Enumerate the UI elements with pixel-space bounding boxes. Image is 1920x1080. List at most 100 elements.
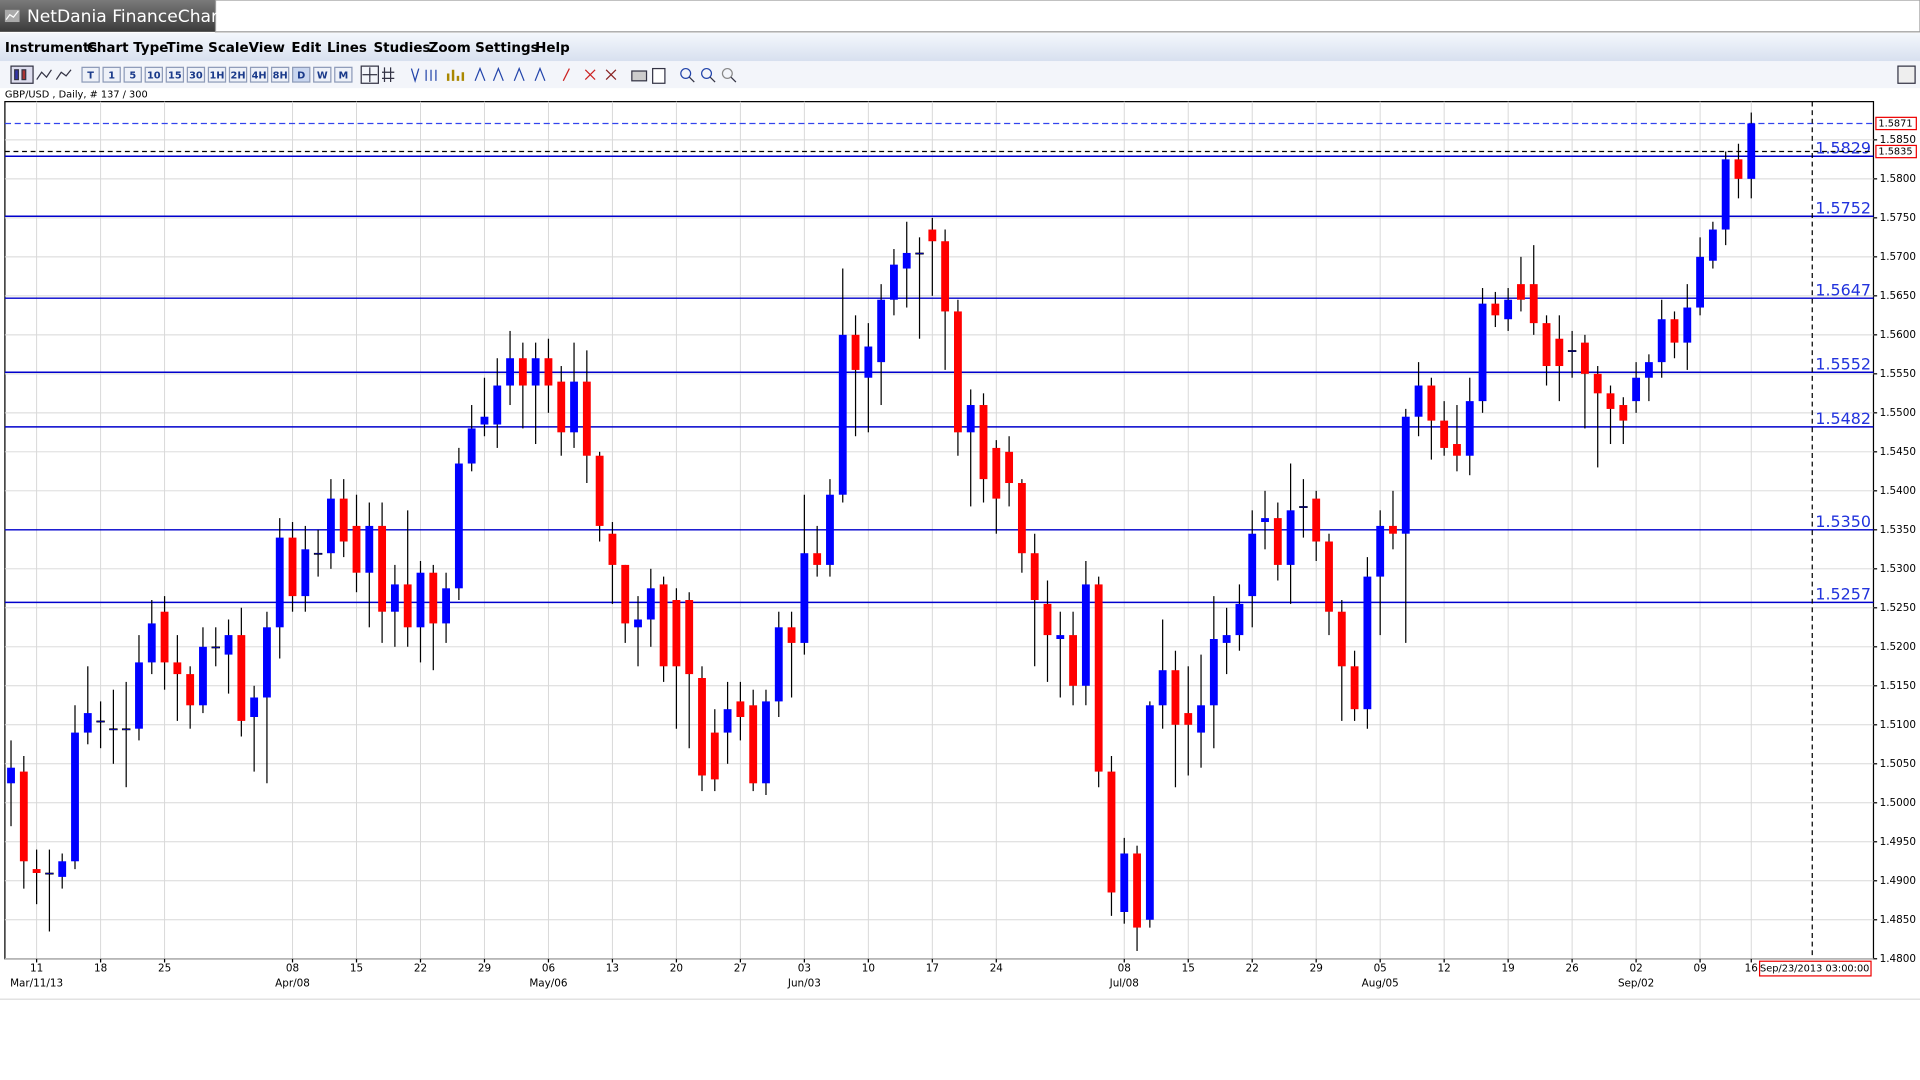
- candle-body: [1069, 635, 1077, 686]
- level-label: 1.5482: [1815, 409, 1871, 428]
- timeframe-label[interactable]: 10: [147, 70, 161, 81]
- candle-body: [1094, 584, 1103, 772]
- candle-body: [1209, 639, 1218, 706]
- timeframe-label[interactable]: T: [87, 70, 94, 81]
- candle-body: [275, 537, 284, 628]
- candle-body: [96, 720, 105, 723]
- candle-body: [1184, 713, 1193, 725]
- x-tick-sublabel: Jul/08: [1109, 977, 1139, 989]
- candle-body: [1657, 319, 1666, 363]
- timeframe-button[interactable]: [334, 66, 353, 83]
- candle-body: [1696, 256, 1704, 308]
- menu-item[interactable]: Lines: [327, 41, 367, 56]
- timeframe-label[interactable]: D: [297, 70, 305, 81]
- x-tick-label: 22: [1246, 963, 1259, 975]
- y-tick-label: 1.5800: [1880, 173, 1916, 185]
- timeframe-label[interactable]: 1: [108, 70, 115, 81]
- candle-body: [1606, 393, 1615, 409]
- candle-body: [749, 705, 758, 784]
- menu-item[interactable]: Studies: [373, 41, 430, 56]
- level-label: 1.5257: [1815, 585, 1871, 604]
- x-tick-label: 02: [1629, 963, 1642, 975]
- candle-body: [1542, 323, 1551, 367]
- x-tick-label: 17: [926, 963, 939, 975]
- candle-body: [378, 525, 387, 612]
- menu-item[interactable]: Chart Type: [87, 41, 168, 56]
- menu-item[interactable]: Zoom: [429, 41, 471, 56]
- timeframe-button[interactable]: [165, 66, 185, 83]
- levels: 1.5829 1.5752 1.5647 1.5552 1.5482 1.5350 1.52…: [4, 122, 1874, 604]
- menu-item[interactable]: Time Scale: [167, 41, 249, 56]
- candle-body: [1299, 506, 1308, 508]
- candle-body: [211, 646, 220, 649]
- timeframe-button[interactable]: [292, 66, 311, 83]
- y-tick-label: 1.5300: [1880, 563, 1916, 575]
- candle-body: [608, 533, 617, 565]
- x-tick-label: 11: [30, 963, 43, 975]
- candle-body: [1325, 541, 1333, 612]
- candle-body: [800, 553, 809, 643]
- timeframe-button[interactable]: [186, 66, 206, 83]
- menu-item[interactable]: Settings: [475, 41, 539, 56]
- x-tick-sublabel: Sep/02: [1618, 977, 1654, 989]
- y-tick-label: 1.5550: [1880, 368, 1916, 380]
- menu-item[interactable]: Instruments: [5, 41, 97, 56]
- candle-body: [493, 385, 502, 425]
- x-tick-label: 10: [862, 963, 875, 975]
- timeframe-button[interactable]: [123, 66, 142, 83]
- candle-body: [621, 564, 630, 624]
- timeframe-button[interactable]: [228, 66, 248, 83]
- candle-body: [1043, 603, 1052, 636]
- cursor-time-label: Sep/23/2013 03:00:00: [1760, 964, 1869, 975]
- timeframe-label[interactable]: 15: [168, 70, 182, 81]
- timeframe-label[interactable]: W: [317, 70, 328, 81]
- timeframe-button[interactable]: [207, 66, 227, 83]
- cursor-price-tag: [1875, 144, 1917, 159]
- x-tick-label: 13: [606, 963, 619, 975]
- candle-body: [1133, 853, 1141, 928]
- candle-body: [864, 346, 873, 378]
- timeframe-label[interactable]: M: [338, 70, 348, 81]
- x-tick-label: 06: [542, 963, 555, 975]
- candle-body: [237, 635, 246, 721]
- timeframe-button[interactable]: [144, 66, 163, 83]
- candle-body: [1427, 385, 1436, 421]
- y-tick-label: 1.4950: [1880, 836, 1916, 848]
- candle-body: [1632, 377, 1641, 402]
- timeframe-label[interactable]: 4H: [252, 70, 267, 81]
- timeframe-button[interactable]: [81, 66, 100, 83]
- candle-body: [1593, 373, 1602, 394]
- timeframe-label[interactable]: 1H: [209, 70, 224, 81]
- candle-body: [109, 728, 118, 731]
- candle-body: [915, 252, 924, 255]
- timeframe-button[interactable]: [249, 66, 269, 83]
- candle-body: [1120, 853, 1129, 912]
- timeframe-button[interactable]: [313, 66, 332, 83]
- timeframe-button[interactable]: [270, 66, 290, 83]
- candle-body: [595, 455, 604, 526]
- x-tick-label: 22: [414, 963, 427, 975]
- axes: 1.5850 1.5800 1.5750 1.5700 1.5650 1.5600 1.55…: [10, 116, 1917, 989]
- y-tick-label: 1.4850: [1880, 914, 1916, 926]
- candle-body: [710, 732, 719, 780]
- candle-body: [83, 713, 92, 733]
- menu-item[interactable]: View: [249, 41, 285, 56]
- candle-body: [1081, 584, 1090, 686]
- timeframe-label[interactable]: 30: [189, 70, 203, 81]
- candle-body: [1273, 518, 1282, 565]
- menu-item[interactable]: Edit: [291, 41, 321, 56]
- timeframe-label[interactable]: 8H: [273, 70, 288, 81]
- candle-body: [557, 381, 566, 433]
- x-tick-label: 24: [990, 963, 1004, 975]
- last-price-tag: [1875, 116, 1917, 131]
- menu-item[interactable]: Help: [535, 41, 570, 56]
- level-label: 1.5752: [1815, 198, 1871, 217]
- x-tick-label: 09: [1693, 963, 1706, 975]
- candle-body: [416, 572, 425, 628]
- timeframe-label[interactable]: 2H: [231, 70, 246, 81]
- candle-body: [1529, 284, 1538, 324]
- x-tick-sublabel: Mar/11/13: [10, 977, 63, 989]
- timeframe-button[interactable]: [102, 66, 121, 83]
- timeframe-label[interactable]: 5: [129, 70, 136, 81]
